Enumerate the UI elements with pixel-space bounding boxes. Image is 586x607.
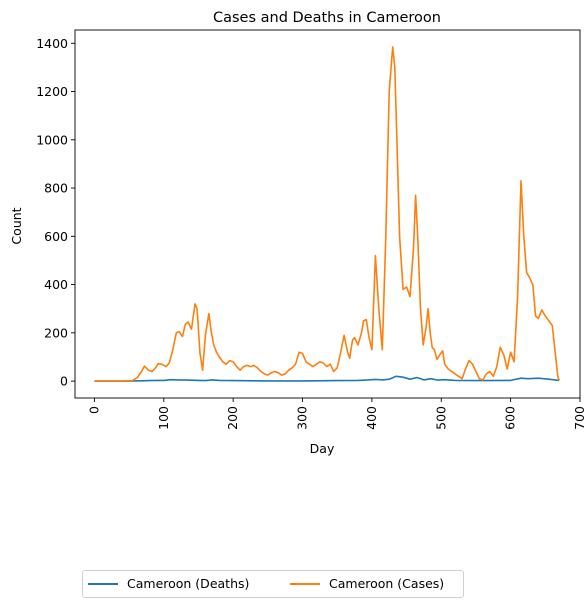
series-line-deaths [94, 375, 560, 382]
y-tick-label: 1000 [36, 132, 68, 147]
x-axis-ticks: 0 100 200 300 400 500 600 700 [86, 398, 586, 430]
chart-title: Cases and Deaths in Cameroon [213, 10, 441, 26]
series-layer [94, 46, 560, 382]
legend-item-cases: Cameroon (Cases) [290, 576, 444, 591]
x-tick-label: 600 [503, 406, 518, 430]
series-line-cases [94, 46, 560, 382]
y-tick-label: 1400 [36, 36, 68, 51]
axes-frame [74, 29, 581, 399]
x-tick-label: 300 [295, 406, 310, 430]
x-tick-label: 200 [225, 406, 240, 430]
legend-item-deaths: Cameroon (Deaths) [88, 576, 249, 591]
y-tick-label: 600 [44, 229, 68, 244]
legend: Cameroon (Deaths) Cameroon (Cases) [82, 570, 464, 598]
y-axis-label: Count [9, 207, 24, 244]
y-axis-ticks: 0 200 400 600 800 1000 1200 1400 [36, 36, 75, 389]
x-tick-label: 500 [433, 406, 448, 430]
y-tick-label: 0 [60, 374, 68, 389]
y-tick-label: 200 [44, 325, 68, 340]
y-tick-label: 1200 [36, 84, 68, 99]
plot-area-border [74, 29, 581, 399]
legend-swatch-deaths [88, 582, 118, 585]
legend-swatch-cases [290, 582, 320, 585]
legend-label-deaths: Cameroon (Deaths) [127, 576, 250, 591]
x-tick-label: 100 [156, 406, 171, 430]
x-tick-label: 700 [572, 406, 586, 430]
y-tick-label: 400 [44, 277, 68, 292]
x-axis-label: Day [310, 441, 335, 456]
x-tick-label: 400 [364, 406, 379, 430]
x-tick-label: 0 [86, 406, 101, 414]
legend-label-cases: Cameroon (Cases) [329, 576, 445, 591]
y-tick-label: 800 [44, 181, 68, 196]
